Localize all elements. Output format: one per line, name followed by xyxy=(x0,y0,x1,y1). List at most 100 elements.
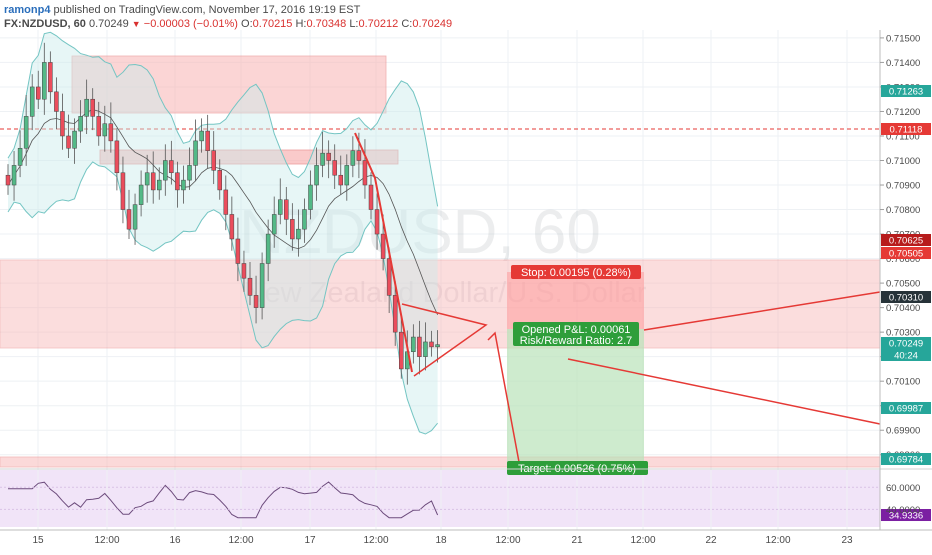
candle[interactable] xyxy=(423,322,428,371)
candle[interactable] xyxy=(284,186,289,236)
candle[interactable] xyxy=(253,275,259,324)
candle[interactable] xyxy=(302,198,307,243)
candle[interactable] xyxy=(163,144,168,196)
target-zone[interactable] xyxy=(507,329,644,465)
candle[interactable] xyxy=(11,150,17,201)
candle[interactable] xyxy=(42,42,47,115)
candle[interactable] xyxy=(66,114,71,159)
candle[interactable] xyxy=(247,262,253,306)
candlestick-series[interactable] xyxy=(5,42,440,385)
candle[interactable] xyxy=(144,154,150,203)
candle[interactable] xyxy=(84,79,89,135)
candle[interactable] xyxy=(187,147,192,190)
candle[interactable] xyxy=(96,101,101,146)
candle[interactable] xyxy=(138,170,144,217)
candle[interactable] xyxy=(314,147,319,201)
supply-zone-upper[interactable] xyxy=(71,55,387,114)
candle[interactable] xyxy=(368,172,374,220)
candle[interactable] xyxy=(48,51,53,104)
candle[interactable] xyxy=(199,118,204,153)
candle[interactable] xyxy=(271,196,277,248)
candle[interactable] xyxy=(169,140,174,185)
bollinger-lower-line[interactable] xyxy=(7,161,438,435)
candle[interactable] xyxy=(399,314,404,379)
candle[interactable] xyxy=(126,189,132,239)
candle[interactable] xyxy=(120,156,126,224)
candle[interactable] xyxy=(36,70,41,110)
symbol-label[interactable]: FX:NZDUSD, 60 xyxy=(4,18,86,30)
candle[interactable] xyxy=(344,154,350,201)
candle[interactable] xyxy=(308,170,313,220)
impulse-line[interactable] xyxy=(354,132,413,373)
candle[interactable] xyxy=(411,324,416,364)
candle[interactable] xyxy=(23,95,29,166)
rsi-pane[interactable] xyxy=(0,470,880,527)
svg-text:0.69987: 0.69987 xyxy=(889,404,923,415)
supply-zone-lower[interactable] xyxy=(0,259,881,349)
price-tick-label: 0.70800 xyxy=(886,205,920,216)
candle[interactable] xyxy=(157,167,162,200)
pnl-label[interactable]: Opened P&L: 0.00061 Risk/Reward Ratio: 2… xyxy=(513,322,639,347)
candle[interactable] xyxy=(60,93,65,150)
candle[interactable] xyxy=(17,130,23,178)
channel-lower-line[interactable] xyxy=(567,358,881,425)
candle[interactable] xyxy=(332,144,337,189)
candle[interactable] xyxy=(223,175,229,231)
candle[interactable] xyxy=(259,252,265,320)
candle[interactable] xyxy=(229,196,235,251)
target-label[interactable]: Target: 0.00526 (0.75%) xyxy=(507,461,648,475)
candle[interactable] xyxy=(108,102,114,153)
demand-zone[interactable] xyxy=(0,456,881,468)
candle[interactable] xyxy=(193,119,198,182)
stop-label[interactable]: Stop: 0.00195 (0.28%) xyxy=(511,265,641,279)
candle[interactable] xyxy=(417,320,422,375)
candle[interactable] xyxy=(278,178,283,225)
candle[interactable] xyxy=(54,77,59,130)
candle[interactable] xyxy=(320,131,325,178)
candle[interactable] xyxy=(78,100,83,143)
candle[interactable] xyxy=(362,139,368,199)
projection-line[interactable] xyxy=(487,331,520,463)
price-change: −0.00003 (−0.01%) xyxy=(143,18,238,30)
rsi-line[interactable] xyxy=(8,481,439,519)
candle[interactable] xyxy=(241,250,247,292)
price-badge: 0.70249 xyxy=(881,337,931,350)
candle[interactable] xyxy=(132,193,138,245)
pennant-lines[interactable] xyxy=(401,303,488,377)
candle[interactable] xyxy=(150,151,156,204)
candle[interactable] xyxy=(326,140,331,179)
candle[interactable] xyxy=(392,280,398,346)
candle[interactable] xyxy=(235,217,241,282)
time-axis[interactable]: 15 12:00 16 12:00 17 12:00 18 12:00 21 12:00 22 12:… xyxy=(32,535,853,546)
candle[interactable] xyxy=(175,161,180,208)
bollinger-upper-line[interactable] xyxy=(7,31,439,207)
candle[interactable] xyxy=(374,193,380,250)
candle[interactable] xyxy=(290,203,295,251)
candle[interactable] xyxy=(211,131,216,185)
candle[interactable] xyxy=(386,247,392,314)
stop-zone[interactable] xyxy=(507,272,644,329)
candle[interactable] xyxy=(29,74,35,131)
price-tick-label: 0.71100 xyxy=(886,131,920,142)
candle[interactable] xyxy=(181,165,186,204)
rsi-axis[interactable]: 60.0000 40.0000 xyxy=(0,483,920,516)
candle[interactable] xyxy=(429,330,434,357)
candle[interactable] xyxy=(5,164,11,195)
username[interactable]: ramonp4 xyxy=(4,4,51,16)
candle[interactable] xyxy=(350,136,356,178)
candle[interactable] xyxy=(72,118,77,164)
open-value: 0.70215 xyxy=(252,18,293,30)
candle[interactable] xyxy=(102,105,108,152)
channel-upper-line[interactable] xyxy=(643,291,881,331)
candle[interactable] xyxy=(90,88,95,131)
candle[interactable] xyxy=(338,155,343,195)
candle[interactable] xyxy=(265,219,271,282)
candle[interactable] xyxy=(114,128,120,191)
candle[interactable] xyxy=(217,159,222,200)
candle[interactable] xyxy=(435,330,440,363)
candle[interactable] xyxy=(296,209,301,257)
candle[interactable] xyxy=(205,114,210,169)
price-badge: 0.69784 xyxy=(881,453,931,466)
